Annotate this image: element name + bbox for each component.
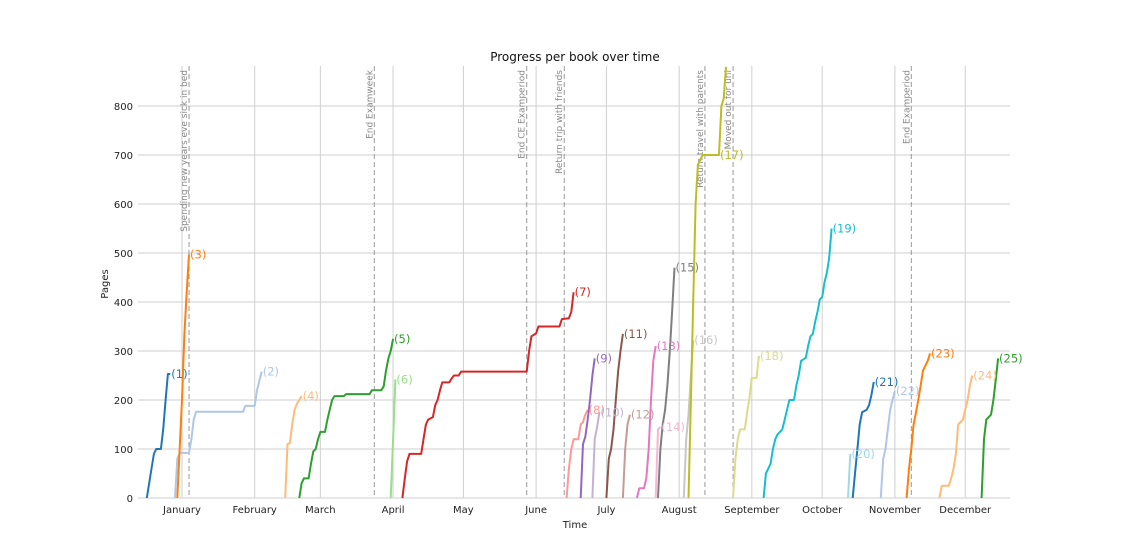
book-end-label: (18) xyxy=(760,349,784,363)
book-line xyxy=(938,375,974,499)
book-line xyxy=(687,66,727,499)
book-line xyxy=(635,345,657,499)
book-line xyxy=(847,453,852,499)
y-tick-label: 700 xyxy=(114,151,133,162)
book-line xyxy=(605,333,624,499)
x-tick-label: November xyxy=(869,505,922,516)
book-line xyxy=(145,373,171,499)
x-tick-label: April xyxy=(382,505,405,516)
book-end-label: (20) xyxy=(851,447,875,461)
book-end-label: (3) xyxy=(190,247,206,261)
event-label: Moved out for uni xyxy=(724,70,734,149)
y-tick-label: 300 xyxy=(114,347,133,358)
event-markers: Spending new years eve sick in bed End Ex… xyxy=(180,66,912,498)
book-line xyxy=(621,414,631,499)
book-line xyxy=(657,267,676,499)
book-line xyxy=(732,355,760,499)
x-tick-label: May xyxy=(453,505,474,516)
book-end-label: (15) xyxy=(675,261,699,275)
book-end-label: (12) xyxy=(631,408,655,422)
book-line xyxy=(565,409,589,499)
x-tick-label: March xyxy=(305,505,335,516)
book-line xyxy=(905,353,932,499)
x-tick-label: June xyxy=(524,505,547,516)
event-label: Spending new years eve sick in bed xyxy=(180,70,190,232)
book-end-label: (16) xyxy=(694,333,718,347)
book-end-label: (9) xyxy=(596,351,612,365)
book-end-label: (6) xyxy=(396,372,412,386)
book-line xyxy=(591,412,601,499)
book-line xyxy=(401,292,575,499)
event-label: End Examperiod xyxy=(902,70,912,144)
book-end-label: (25) xyxy=(999,351,1023,365)
x-tick-label: December xyxy=(939,505,992,516)
event-label: Return trip with friends xyxy=(555,70,565,174)
book-end-label: (1) xyxy=(171,367,187,381)
y-tick-label: 400 xyxy=(114,298,133,309)
book-end-label: (13) xyxy=(657,339,681,353)
y-axis-ticks: 0 100 200 300 400 500 600 700 800 xyxy=(114,102,133,505)
x-tick-label: October xyxy=(802,505,843,516)
book-end-label: (7) xyxy=(575,285,591,299)
x-axis-label: Time xyxy=(562,520,587,531)
event-label: End Examweek xyxy=(365,69,375,139)
book-line xyxy=(298,338,395,499)
book-end-label: (5) xyxy=(394,332,410,346)
x-tick-label: February xyxy=(233,505,277,516)
book-line xyxy=(579,358,596,499)
x-tick-label: August xyxy=(662,505,697,516)
book-line xyxy=(389,379,397,499)
book-end-label: (2) xyxy=(263,365,279,379)
x-axis-ticks: January February March April May June July Augu… xyxy=(162,505,992,516)
x-tick-label: January xyxy=(162,505,201,516)
book-line xyxy=(879,390,896,499)
grid xyxy=(138,66,1010,499)
book-end-label: (21) xyxy=(875,375,899,389)
book-end-label: (22) xyxy=(896,384,920,398)
y-tick-label: 600 xyxy=(114,200,133,211)
y-tick-label: 800 xyxy=(114,102,133,113)
chart-title: Progress per book over time xyxy=(490,50,660,64)
book-line xyxy=(284,395,303,499)
book-end-label: (4) xyxy=(303,389,319,403)
series-lines xyxy=(145,66,1000,499)
book-line xyxy=(980,358,1000,499)
y-tick-label: 0 xyxy=(127,494,133,505)
book-end-label: (17) xyxy=(720,148,744,162)
y-tick-label: 500 xyxy=(114,249,133,260)
event-label: End CE Examperiod xyxy=(518,70,528,159)
x-tick-label: July xyxy=(596,505,615,516)
book-end-label: (10) xyxy=(600,405,624,419)
book-line xyxy=(176,254,190,499)
book-end-label: (11) xyxy=(624,327,648,341)
y-tick-label: 200 xyxy=(114,396,133,407)
book-end-label: (19) xyxy=(833,222,857,236)
book-end-label: (24) xyxy=(973,369,997,383)
x-tick-label: September xyxy=(724,505,780,516)
book-end-label: (14) xyxy=(661,420,685,434)
y-axis-label: Pages xyxy=(100,269,111,298)
book-line xyxy=(174,371,263,499)
book-end-label: (8) xyxy=(589,403,605,417)
y-tick-label: 100 xyxy=(114,445,133,456)
book-end-label: (23) xyxy=(931,346,955,360)
book-line xyxy=(654,426,662,499)
event-label: Return travel with parents xyxy=(696,70,706,188)
book-line xyxy=(762,228,833,499)
book-line xyxy=(851,381,875,499)
